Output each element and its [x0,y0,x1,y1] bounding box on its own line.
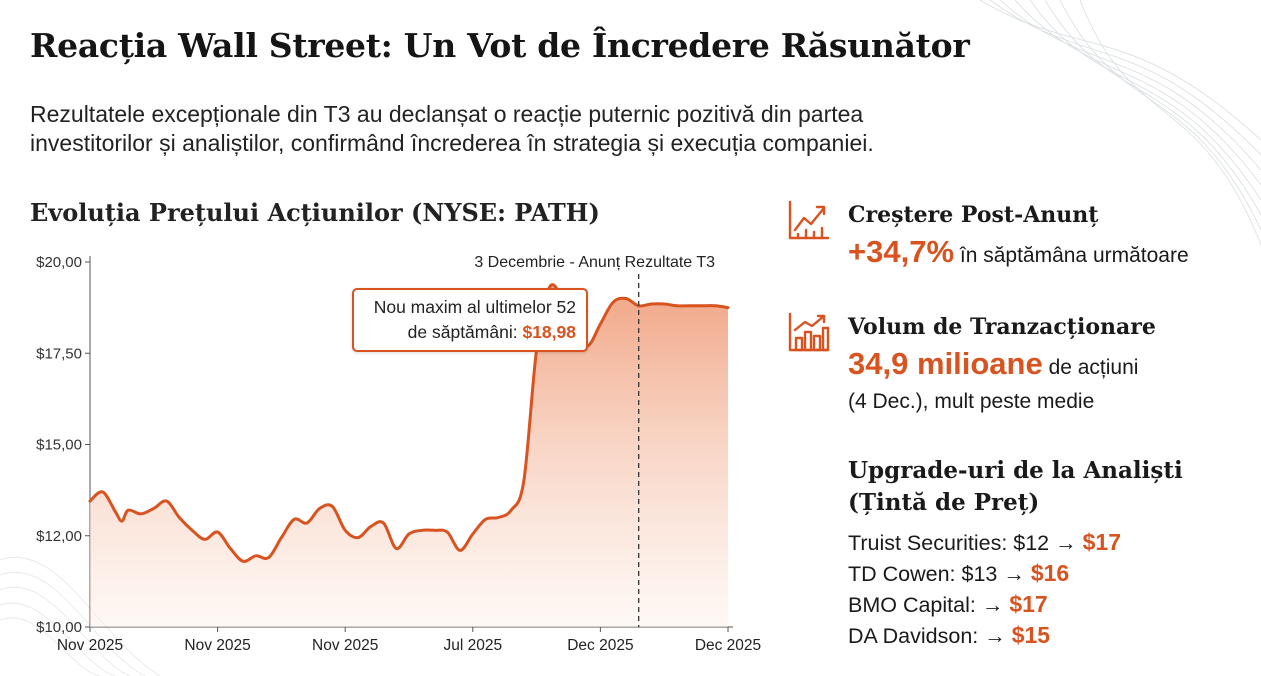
growth-stat-value-line: +34,7% în săptămâna următoare [848,234,1189,270]
line-chart-up-icon [788,200,830,240]
y-tick-label: $12,00 [36,528,82,545]
analyst-row: TD Cowen: $13 → $16 [848,558,1183,589]
chart-title: Evoluția Prețului Acțiunilor (NYSE: PATH… [30,198,600,227]
event-marker-label: 3 Decembrie - Anunț Rezultate T3 [474,254,715,271]
price-area-fill [90,284,728,627]
page-subtitle: Rezultatele excepționale din T3 au decla… [30,100,1080,158]
analyst-list: Truist Securities: $12 → $17 TD Cowen: $… [848,527,1183,651]
callout-highlight-value: $18,98 [522,322,576,342]
analyst-target: $17 [1009,591,1048,617]
x-tick-label: Dec 2025 [695,637,761,654]
analyst-upgrades-title: Upgrade-uri de la Analiști (Țintă de Pre… [848,455,1183,519]
analyst-row: DA Davidson: → $15 [848,620,1183,651]
analyst-firm: BMO Capital: → [848,593,1004,617]
volume-stat-title: Volum de Tranzacționare [848,314,1156,340]
growth-stat-suffix: în săptămâna următoare [959,244,1189,267]
y-tick-label: $17,50 [36,345,82,362]
volume-stat-suffix: de acțiuni [1048,356,1139,379]
x-tick-label: Nov 2025 [184,637,250,654]
subtitle-line-2: investitorilor și analiștilor, confirmân… [30,130,874,156]
y-tick-label: $10,00 [36,619,82,636]
analyst-firm: TD Cowen: $13 → [848,562,1025,586]
52-week-high-callout: Nou maxim al ultimelor 52 de săptămâni: … [352,288,588,352]
x-tick-label: Nov 2025 [312,637,378,654]
analyst-title-line-1: Upgrade-uri de la Analiști [848,457,1183,484]
y-tick-label: $15,00 [36,437,82,454]
analyst-target: $17 [1082,529,1121,555]
volume-stat-value: 34,9 milioane [848,346,1043,381]
analyst-upgrades: Upgrade-uri de la Analiști (Țintă de Pre… [848,455,1183,651]
growth-stat-title: Creștere Post-Anunț [848,202,1099,228]
analyst-firm: Truist Securities: $12 → [848,531,1077,555]
x-tick-label: Nov 2025 [57,637,123,654]
callout-line-2: de săptămâni: [407,322,518,342]
x-tick-label: Jul 2025 [443,637,502,654]
growth-stat-value: +34,7% [848,234,955,269]
price-chart: $20,00 $17,50 $15,00 $12,00 $10,00 Nov 2025 N… [36,254,761,654]
subtitle-line-1: Rezultatele excepționale din T3 au decla… [30,101,864,127]
x-tick-label: Dec 2025 [567,637,633,654]
y-tick-label: $20,00 [36,254,82,271]
analyst-target: $15 [1011,622,1051,648]
callout-line-1: Nou maxim al ultimelor 52 [373,297,576,317]
analyst-row: Truist Securities: $12 → $17 [848,527,1183,558]
analyst-firm: DA Davidson: → [848,624,1006,648]
analyst-row: BMO Capital: → $17 [848,589,1183,620]
analyst-target: $16 [1030,560,1070,586]
volume-stat-note: (4 Dec.), mult peste medie [848,390,1095,413]
bar-chart-up-icon [788,312,830,352]
volume-stat-value-line: 34,9 milioane de acțiuni [848,346,1138,382]
price-line [88,283,730,563]
analyst-title-line-2: (Țintă de Preț) [848,489,1040,516]
page-title: Reacția Wall Street: Un Vot de Încredere… [30,26,970,65]
